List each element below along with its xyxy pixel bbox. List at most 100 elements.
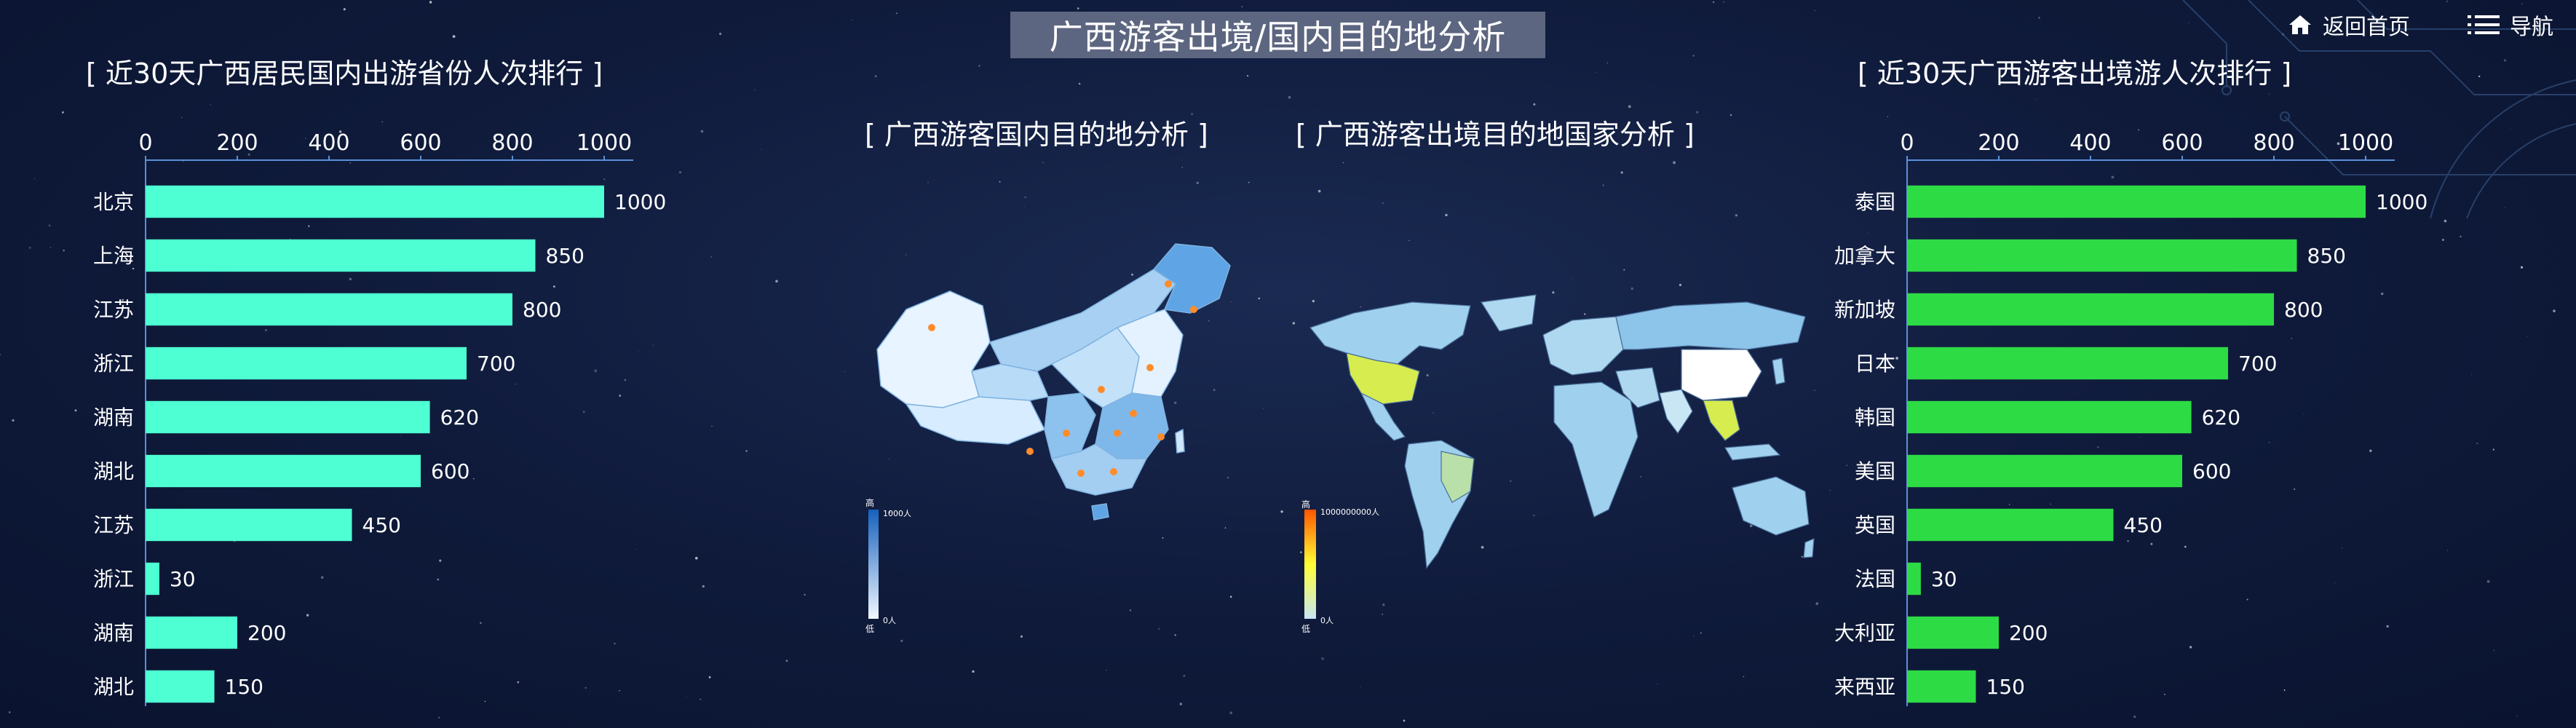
- domestic-category-label: 湖北: [93, 459, 134, 483]
- domestic-value-label: 600: [431, 459, 469, 483]
- china-map[interactable]: 高 低 1000人 0人: [863, 240, 1241, 648]
- star: [1685, 5, 1687, 7]
- star: [1673, 161, 1676, 165]
- world-map-title: [ 广西游客出境目的地国家分析 ]: [1296, 119, 1695, 151]
- menu-list-icon: [2468, 15, 2500, 34]
- world-map[interactable]: 高 低 1000000000人 0人: [1296, 291, 1820, 648]
- world-region-australia[interactable]: [1732, 476, 1810, 536]
- outbound-bar: [1907, 400, 2192, 434]
- domestic-bar: [146, 562, 159, 596]
- star: [48, 224, 51, 227]
- star: [1258, 297, 1261, 300]
- domestic-value-label: 450: [362, 513, 401, 537]
- star: [1248, 181, 1250, 183]
- domestic-category-label: 浙江: [93, 567, 134, 591]
- domestic-category-label: 江苏: [93, 513, 134, 537]
- china-region-xinjiang[interactable]: [876, 290, 991, 408]
- world-region-southeast-asia[interactable]: [1703, 400, 1740, 441]
- world-region-brazil[interactable]: [1440, 451, 1475, 503]
- star: [1181, 167, 1184, 168]
- star: [700, 130, 704, 133]
- star: [1403, 719, 1406, 722]
- world-region-africa[interactable]: [1553, 381, 1638, 518]
- domestic-category-label: 浙江: [93, 352, 134, 376]
- world-region-mexico[interactable]: [1360, 392, 1406, 441]
- star: [711, 425, 713, 427]
- world-region-japan[interactable]: [1772, 357, 1786, 385]
- outbound-ranking-chart: 0 200 400 600 800 1000 泰国 1000 加拿大 850 新加坡 800 日本 700…: [1814, 130, 2460, 713]
- china-region-south[interactable]: [1050, 443, 1148, 496]
- outbound-category-label: 新加坡: [1834, 298, 1895, 322]
- domestic-bar: [146, 670, 215, 703]
- world-region-europe[interactable]: [1542, 316, 1624, 376]
- outbound-ranking-svg: 0 200 400 600 800 1000 泰国 1000 加拿大 850 新加坡 800 日本 700…: [1814, 130, 2428, 706]
- nav-label: 导航: [2510, 15, 2553, 40]
- outbound-category-label: 美国: [1855, 459, 1895, 483]
- world-legend-low: 低: [1301, 624, 1310, 634]
- domestic-category-label: 江苏: [93, 298, 134, 322]
- world-region-greenland[interactable]: [1480, 294, 1537, 332]
- star: [1183, 674, 1186, 677]
- star: [1445, 213, 1448, 217]
- outbound-x-tick-label: 200: [1978, 131, 2019, 156]
- outbound-category-label: 马来西亚: [1834, 675, 1895, 699]
- world-region-china[interactable]: [1681, 349, 1762, 401]
- world-region-new-zealand[interactable]: [1803, 538, 1815, 558]
- star: [2038, 17, 2040, 19]
- outbound-value-label: 620: [2202, 405, 2240, 430]
- world-region-north-america[interactable]: [1309, 301, 1471, 365]
- outbound-category-label: 泰国: [1855, 190, 1895, 214]
- star: [2516, 715, 2518, 717]
- star: [343, 8, 346, 11]
- star: [2133, 715, 2136, 719]
- star: [710, 256, 713, 258]
- star: [28, 246, 31, 249]
- outbound-bar: [1907, 293, 2274, 326]
- world-region-russia[interactable]: [1615, 301, 1806, 350]
- world-legend-high: 高: [1301, 499, 1310, 510]
- outbound-bar: [1907, 508, 2114, 542]
- star: [210, 104, 211, 106]
- outbound-bar: [1907, 454, 2182, 488]
- star: [2476, 443, 2478, 445]
- china-region-northeast[interactable]: [1152, 243, 1231, 314]
- domestic-category-label: 上海: [93, 244, 134, 268]
- star: [452, 35, 456, 38]
- china-region-taiwan[interactable]: [1175, 428, 1185, 454]
- outbound-value-label: 1000: [2376, 190, 2428, 214]
- outbound-category-label: 英国: [1855, 513, 1895, 537]
- page-title: 广西游客出境/国内目的地分析: [1049, 17, 1507, 57]
- star: [1382, 202, 1384, 204]
- domestic-bar: [146, 347, 467, 380]
- star: [1743, 676, 1745, 678]
- world-region-india[interactable]: [1659, 389, 1693, 435]
- home-button[interactable]: 返回首页: [2288, 9, 2410, 41]
- world-region-indonesia[interactable]: [1724, 443, 1781, 461]
- domestic-x-tick-label: 1000: [576, 131, 632, 156]
- china-region-east[interactable]: [1116, 309, 1184, 397]
- star: [1342, 162, 1344, 164]
- star: [8, 711, 11, 713]
- star: [2268, 93, 2270, 95]
- star: [874, 75, 877, 78]
- star: [2478, 75, 2481, 78]
- domestic-bar: [146, 293, 512, 326]
- star: [2281, 33, 2284, 36]
- outbound-value-label: 200: [2009, 621, 2048, 645]
- star: [1735, 214, 1738, 217]
- star: [1830, 490, 1831, 491]
- china-region-hainan[interactable]: [1091, 503, 1109, 521]
- china-legend-bar: [868, 510, 879, 619]
- star: [745, 450, 748, 452]
- star: [181, 116, 183, 119]
- star: [1292, 322, 1296, 325]
- star: [1679, 283, 1682, 286]
- star: [1042, 162, 1044, 164]
- star: [1247, 75, 1249, 77]
- outbound-value-label: 30: [1931, 567, 1957, 591]
- world-region-usa[interactable]: [1346, 352, 1420, 405]
- nav-button[interactable]: 导航: [2468, 9, 2553, 41]
- star: [761, 149, 762, 150]
- world-region-middle-east[interactable]: [1615, 367, 1660, 408]
- outbound-x-tick-label: 0: [1900, 131, 1914, 156]
